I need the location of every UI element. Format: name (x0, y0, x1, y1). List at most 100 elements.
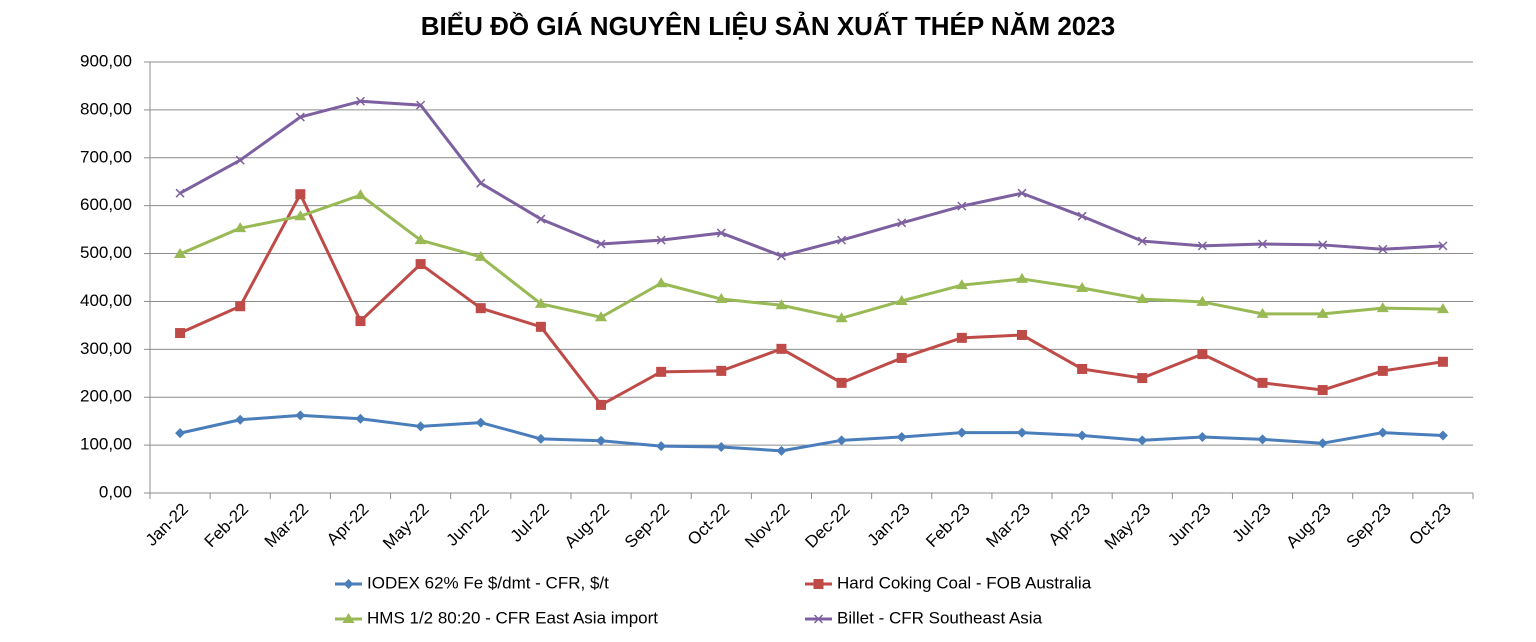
point (1017, 188, 1027, 198)
point (355, 96, 366, 106)
point (1377, 365, 1388, 376)
legend-label: HMS 1/2 80:20 - CFR East Asia import (367, 608, 658, 627)
point (1257, 239, 1268, 249)
point (474, 250, 487, 261)
x-tick-label: Aug-23 (1282, 500, 1334, 552)
point (776, 251, 786, 261)
point (342, 613, 355, 623)
point (536, 214, 546, 224)
x-tick-label: Oct-23 (1405, 500, 1455, 550)
point (716, 365, 727, 376)
point (956, 332, 967, 343)
point (475, 417, 486, 428)
point (957, 201, 967, 211)
point (655, 277, 668, 288)
point (1137, 373, 1148, 384)
point (294, 210, 307, 221)
series-line (179, 99, 1444, 258)
point (175, 328, 186, 339)
x-tick-label: Apr-22 (323, 500, 373, 550)
point (355, 316, 366, 327)
y-tick-label: 700,00 (80, 147, 132, 166)
point (775, 299, 788, 310)
point (175, 188, 185, 198)
point (355, 413, 366, 424)
point (175, 428, 186, 439)
x-tick-label: Sep-22 (621, 500, 673, 552)
point (1016, 427, 1027, 438)
point (896, 431, 907, 442)
point (1438, 241, 1448, 251)
point (895, 294, 908, 305)
chart-title: BIỂU ĐỒ GIÁ NGUYÊN LIỆU SẢN XUẤT THÉP NĂ… (421, 11, 1115, 41)
point (596, 435, 607, 446)
x-tick-label: Aug-22 (561, 500, 613, 552)
point (295, 410, 306, 421)
point (1197, 431, 1208, 442)
point (1077, 363, 1088, 374)
point (476, 178, 486, 188)
x-tick-label: Dec-22 (801, 500, 853, 552)
point (475, 303, 486, 314)
point (1137, 236, 1147, 246)
point (1437, 356, 1448, 367)
point (1137, 435, 1148, 446)
point (235, 155, 245, 165)
x-tick-label: Jul-22 (507, 500, 553, 546)
x-tick-label: May-23 (1101, 500, 1155, 554)
point (715, 293, 728, 304)
point (415, 259, 426, 270)
point (1376, 302, 1389, 313)
point (1076, 282, 1089, 293)
point (1015, 272, 1028, 283)
legend-label: Hard Coking Coal - FOB Australia (837, 573, 1092, 592)
point (234, 222, 247, 233)
point (836, 435, 847, 446)
series-line (179, 192, 1444, 407)
point (836, 377, 847, 388)
x-tick-label: Jul-23 (1228, 500, 1274, 546)
point (1016, 329, 1027, 340)
point (776, 343, 787, 354)
point (534, 297, 547, 308)
point (354, 189, 367, 200)
legend-label: IODEX 62% Fe $/dmt - CFR, $/t (367, 573, 609, 592)
point (813, 579, 824, 589)
y-tick-label: 100,00 (80, 435, 132, 454)
point (414, 234, 427, 245)
point (235, 414, 246, 425)
point (596, 399, 607, 410)
y-tick-label: 200,00 (80, 387, 132, 406)
x-tick-label: Oct-22 (684, 500, 734, 550)
point (1257, 377, 1268, 388)
y-tick-label: 800,00 (80, 99, 132, 118)
point (343, 579, 354, 589)
y-tick-label: 500,00 (80, 243, 132, 262)
y-tick-label: 600,00 (80, 195, 132, 214)
point (415, 421, 426, 432)
point (656, 235, 666, 245)
point (1377, 427, 1388, 438)
point (813, 614, 824, 624)
point (835, 312, 848, 323)
point (416, 100, 426, 110)
point (656, 441, 667, 452)
point (897, 218, 907, 228)
x-tick-label: Jun-23 (1164, 500, 1214, 550)
point (1437, 430, 1448, 441)
point (1378, 244, 1388, 254)
point (716, 228, 726, 238)
point (776, 445, 787, 456)
point (1197, 241, 1207, 251)
series-line (179, 413, 1444, 453)
y-tick-label: 300,00 (80, 339, 132, 358)
x-tick-label: Mar-22 (261, 500, 313, 552)
x-tick-label: Nov-22 (741, 500, 793, 552)
x-tick-label: May-22 (379, 500, 433, 554)
x-tick-label: Feb-23 (922, 500, 974, 552)
point (656, 366, 667, 377)
point (1318, 240, 1328, 250)
point (1317, 438, 1328, 449)
point (1317, 385, 1328, 396)
point (1197, 349, 1208, 360)
